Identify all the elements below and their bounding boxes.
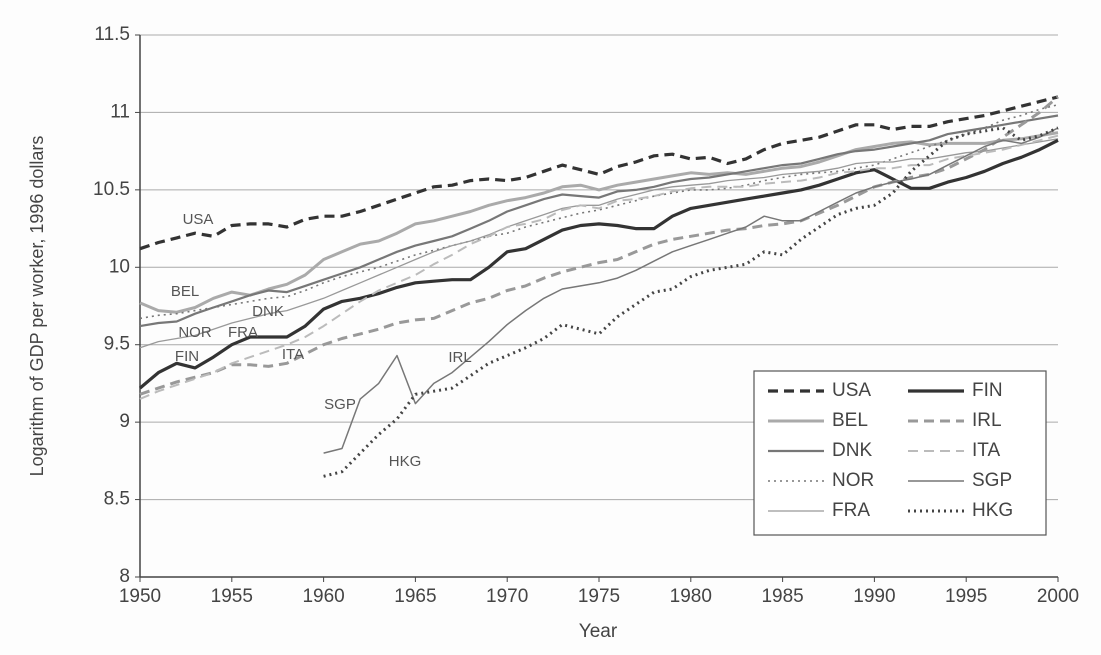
x-tick-label: 1990 [853,586,895,607]
series-line [138,138,1059,390]
x-tick-label: 1950 [119,586,161,607]
legend-label: ITA [972,440,1000,461]
annotation: DNK [252,303,284,320]
y-tick-label: 11 [110,101,130,122]
legend-label: FIN [972,380,1003,401]
legend-label: USA [832,380,871,401]
series-line [323,127,1059,454]
x-tick-label: 1955 [211,586,253,607]
legend-label: NOR [832,470,874,491]
x-tick-label: 2000 [1037,586,1079,607]
legend-label: IRL [972,410,1002,431]
series-line [139,138,1059,349]
series-line [139,95,1059,396]
series-line [139,95,1059,251]
annotation: FRA [228,324,258,341]
y-tick-label: 11.5 [94,24,130,45]
x-axis-label: Year [579,621,618,642]
annotation: HKG [389,453,422,470]
series-line [323,126,1059,478]
y-axis-label: Logarithm of GDP per worker, 1996 dollar… [27,136,47,477]
annotation: BEL [171,283,199,300]
series-line [139,114,1059,328]
legend-label: HKG [972,500,1013,521]
annotation: FIN [175,348,199,365]
legend: USA BEL DNK NOR FRA FIN IRL ITA SGP HKG [753,370,1047,536]
y-tick-label: 10.5 [93,179,130,200]
x-tick-label: 1960 [302,586,344,607]
annotation: NOR [178,324,212,341]
x-tick-label: 1970 [486,586,528,607]
y-tick-label: 8 [119,566,130,587]
annotation: SGP [324,396,356,413]
legend-label: DNK [832,440,872,461]
legend-label: FRA [832,500,870,521]
y-tick-label: 9.5 [104,334,130,355]
legend-label: BEL [832,410,868,431]
legend-box [753,370,1047,536]
series-line [139,134,1059,400]
annotation: ITA [282,346,304,363]
x-tick-label: 1975 [578,586,620,607]
x-tick-label: 1995 [945,586,987,607]
x-tick-label: 1980 [670,586,712,607]
x-tick-label: 1985 [761,586,803,607]
x-tick-label: 1965 [394,586,436,607]
annotation: IRL [448,349,471,366]
y-tick-label: 9 [119,411,130,432]
y-tick-label: 8.5 [104,489,130,510]
y-tick-label: 10 [109,256,130,277]
series-line [139,131,1059,314]
annotation: USA [183,211,214,228]
legend-label: SGP [972,470,1012,491]
